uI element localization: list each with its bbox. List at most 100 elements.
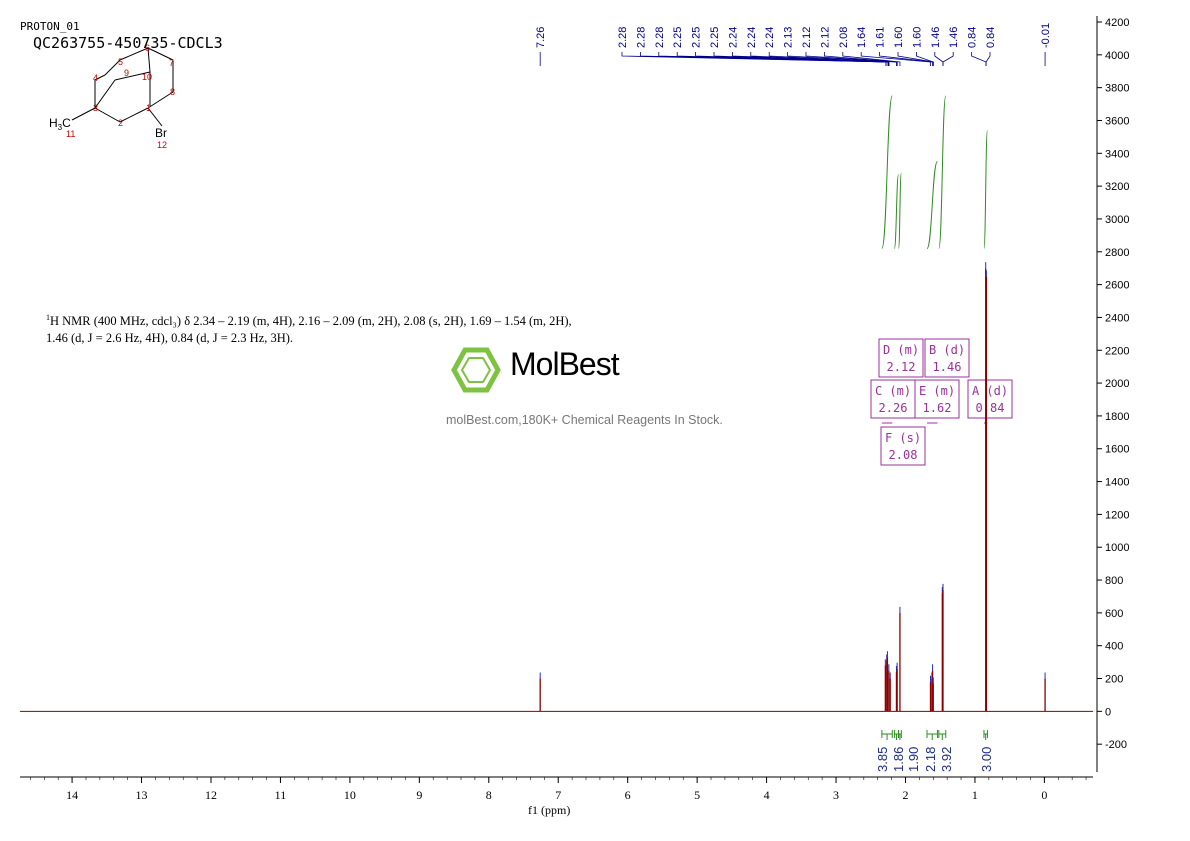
multiplet-shift: 1.46 [933, 360, 962, 374]
integrals-group: 3.85 1.86 1.90 2.18 3.92 3.00 [875, 730, 994, 772]
y-tick-label: 3000 [1105, 214, 1129, 226]
y-tick-label: 1600 [1105, 444, 1129, 456]
x-axis-label: f1 (ppm) [528, 803, 571, 817]
atom-label: 6 [145, 43, 150, 53]
axes-group: 14 13 12 11 10 9 8 7 6 5 4 3 2 1 0-2000200400600800100… [20, 16, 1129, 802]
molbest-logo-icon [451, 347, 501, 393]
y-tick-label: 400 [1105, 641, 1123, 653]
peak-pick-leader [942, 52, 954, 66]
y-tick-label: 2400 [1105, 312, 1129, 324]
peak-pick-leader [768, 52, 890, 66]
integral-curve [893, 174, 900, 249]
multiplet-shift: 2.12 [887, 360, 916, 374]
multiplet-boxes-group: D (m) 2.12 B (d) 1.46 C (m) 2.26 E (m) 1.62 A (d… [870, 338, 1013, 466]
peak-pick-leader [985, 52, 991, 66]
atom-label: 4 [93, 73, 98, 83]
y-tick-label: 3800 [1105, 83, 1129, 95]
y-tick-label: 2000 [1105, 378, 1129, 390]
peak-pick-label: 2.28 [617, 27, 629, 48]
x-tick-label: 5 [694, 788, 700, 802]
nmr-description-line-2: 1.46 (d, J = 2.6 Hz, 4H), 0.84 (d, J = 2… [46, 331, 294, 346]
multiplet-box [914, 379, 960, 419]
watermark-tagline: molBest.com,180K+ Chemical Reagents In S… [446, 413, 723, 427]
x-tick-label: 2 [902, 788, 908, 802]
integral-curve [938, 95, 947, 249]
integral-value: 3.92 [939, 747, 954, 772]
x-tick-label: 7 [555, 788, 561, 802]
x-tick-label: 0 [1041, 788, 1047, 802]
atom-label: 3 [93, 103, 98, 113]
spectrum-group [20, 262, 1093, 712]
peak-pick-leader [842, 52, 901, 66]
peak-pick-label: 1.61 [875, 27, 887, 48]
y-tick-label: 800 [1105, 575, 1123, 587]
peak-pick-label: 2.25 [672, 27, 684, 48]
atom-label: 5 [118, 57, 123, 67]
watermark-brand: MolBest [510, 346, 620, 382]
peak-pick-label: 2.25 [709, 27, 721, 48]
y-tick-label: -200 [1105, 739, 1127, 751]
peak-pick-leader [824, 52, 898, 66]
peak-pick-label: 1.64 [856, 27, 868, 48]
x-tick-label: 1 [972, 788, 978, 802]
bromine-label: Br [155, 126, 167, 140]
multiplet-box [880, 426, 926, 466]
integral-value: 1.86 [891, 747, 906, 772]
nmr-description-line-1: 1H NMR (400 MHz, cdcl₃) δ 2.34 – 2.19 (m… [46, 313, 572, 329]
y-tick-label: 3600 [1105, 115, 1129, 127]
peak-pick-label: 2.24 [727, 27, 739, 48]
y-tick-label: 200 [1105, 674, 1123, 686]
y-tick-label: 1200 [1105, 509, 1129, 521]
y-tick-label: 1800 [1105, 411, 1129, 423]
peak-pick-label: 2.12 [801, 27, 813, 48]
multiplet-box [924, 338, 970, 378]
integral-curve [898, 172, 902, 249]
peak-pick-leader [971, 52, 987, 66]
peak-pick-label: 1.60 [911, 27, 923, 48]
sample-id: QC263755-450735-CDCL3 [33, 34, 223, 52]
peak-pick-label: 2.24 [746, 27, 758, 48]
molecule-structure: 1 2 3 4 5 6 7 8 9 10 11 12 H3C Br [49, 43, 175, 150]
peak-pick-label: 2.13 [783, 27, 795, 48]
integral-value: 2.18 [923, 747, 938, 772]
peak-pick-label: 2.08 [838, 27, 850, 48]
peak-pick-label: 2.25 [691, 27, 703, 48]
multiplet-shift: 2.08 [889, 448, 918, 462]
peak-pick-leader [787, 52, 897, 66]
x-tick-label: 3 [833, 788, 839, 802]
y-tick-label: 3200 [1105, 181, 1129, 193]
y-tick-label: 1400 [1105, 477, 1129, 489]
multiplet-shift: 0.84 [976, 401, 1005, 415]
peak-pick-leader [860, 52, 931, 66]
y-tick-label: 3400 [1105, 148, 1129, 160]
multiplet-box [967, 379, 1013, 419]
x-tick-label: 9 [416, 788, 422, 802]
peak-pick-label: -0.01 [1040, 23, 1052, 48]
integral-value: 1.90 [906, 747, 921, 772]
integral-value: 3.00 [979, 747, 994, 772]
y-tick-label: 4200 [1105, 17, 1129, 29]
peak-pick-label: 1.46 [948, 27, 960, 48]
multiplet-shift: 1.62 [923, 401, 952, 415]
peak-pick-leader [916, 52, 934, 66]
y-tick-label: 1000 [1105, 542, 1129, 554]
peak-pick-leader [879, 52, 933, 66]
multiplet-header: B (d) [929, 343, 965, 357]
peak-pick-label: 0.84 [967, 27, 979, 48]
peak-pick-label: 2.28 [654, 27, 666, 48]
experiment-name: PROTON_01 [20, 20, 80, 33]
peak-pick-label: 2.24 [764, 27, 776, 48]
x-tick-label: 11 [275, 788, 287, 802]
multiplet-shift: 2.26 [879, 401, 908, 415]
integral-curves-group [881, 95, 988, 249]
multiplet-box [870, 379, 916, 419]
multiplet-header: D (m) [883, 343, 919, 357]
integral-value: 3.85 [875, 747, 890, 772]
nmr-description: 1H NMR (400 MHz, cdcl₃) δ 2.34 – 2.19 (m… [46, 309, 626, 347]
integral-curve [926, 161, 938, 249]
atom-label: 9 [124, 68, 129, 78]
peak-pick-label: 0.84 [985, 27, 997, 48]
peak-pick-group: 7.26 2.28 2.28 2.28 2.25 2.25 2.25 2.24 2.24 2.24… [535, 23, 1052, 66]
multiplet-header: C (m) [875, 384, 911, 398]
